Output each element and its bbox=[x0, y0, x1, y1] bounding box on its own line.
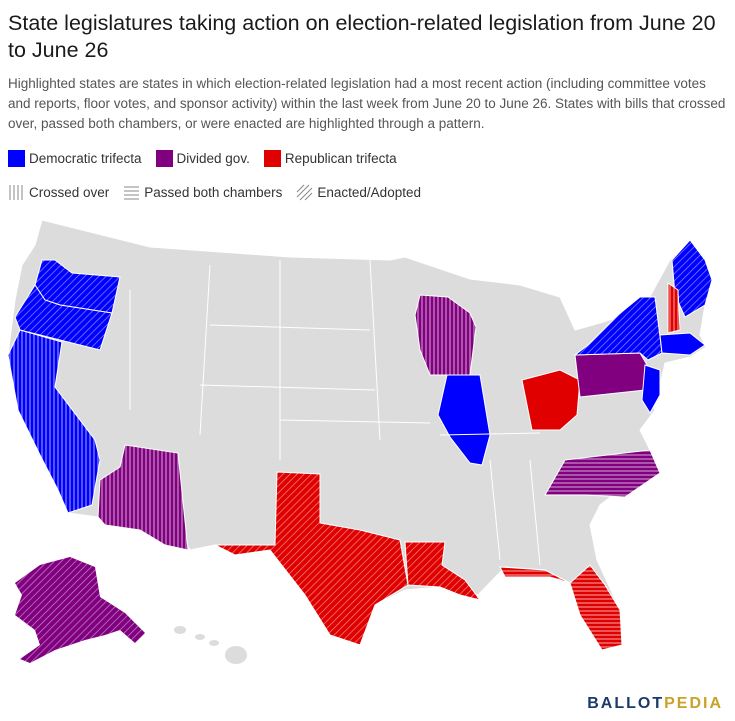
state-ak bbox=[15, 557, 145, 663]
legend-item-crossed-over: Crossed over bbox=[8, 184, 109, 201]
highlighted-states bbox=[7, 239, 713, 651]
legend-item-democratic: Democratic trifecta bbox=[8, 150, 142, 167]
state-tx bbox=[214, 471, 409, 646]
state-pattern bbox=[575, 297, 662, 360]
state-wi bbox=[414, 294, 477, 376]
state-pa bbox=[574, 352, 651, 398]
state-fill bbox=[574, 352, 651, 398]
legend-swatch-democratic bbox=[8, 150, 25, 167]
state-pattern bbox=[415, 295, 476, 375]
state-fl bbox=[499, 564, 623, 651]
legend-label: Republican trifecta bbox=[284, 151, 397, 166]
state-pattern bbox=[35, 260, 120, 313]
state-az bbox=[97, 444, 189, 551]
state-pattern bbox=[545, 450, 660, 497]
state-or bbox=[14, 284, 113, 351]
state-pattern bbox=[215, 472, 408, 645]
legend-label: Passed both chambers bbox=[144, 185, 283, 200]
state-oh bbox=[521, 369, 581, 431]
state-pattern bbox=[8, 330, 100, 513]
state-pattern bbox=[15, 285, 112, 350]
state-pattern bbox=[668, 283, 680, 333]
color-legend: Democratic trifecta Divided gov. Republi… bbox=[8, 150, 411, 167]
state-ma bbox=[659, 332, 706, 356]
legend-label: Democratic trifecta bbox=[29, 151, 142, 166]
state-fill bbox=[437, 374, 491, 466]
state-pattern bbox=[500, 565, 622, 650]
us-map bbox=[7, 219, 713, 664]
state-il bbox=[437, 374, 491, 466]
legend-item-divided: Divided gov. bbox=[155, 150, 250, 167]
map-subtitle: Highlighted states are states in which e… bbox=[8, 76, 726, 131]
legend-label: Crossed over bbox=[29, 185, 110, 200]
legend-item-passed-both: Passed both chambers bbox=[123, 184, 282, 201]
state-wa bbox=[34, 259, 121, 314]
horizontal-lines-icon bbox=[124, 186, 140, 200]
state-hi bbox=[174, 626, 247, 664]
state-fill bbox=[521, 369, 581, 431]
legend-item-enacted: Enacted/Adopted bbox=[296, 184, 421, 201]
state-nh bbox=[667, 282, 681, 334]
state-pattern bbox=[672, 240, 712, 317]
map-title: State legislatures taking action on elec… bbox=[8, 11, 716, 62]
legend-label: Enacted/Adopted bbox=[317, 185, 421, 200]
state-nj bbox=[641, 364, 661, 414]
state-fill bbox=[641, 364, 661, 414]
legend-swatch-republican bbox=[263, 150, 281, 167]
state-me bbox=[671, 239, 713, 318]
pattern-legend: Crossed over Passed both chambers Enacte… bbox=[8, 184, 435, 201]
state-fill bbox=[659, 332, 706, 356]
state-pattern bbox=[98, 445, 188, 550]
state-nc bbox=[544, 449, 661, 498]
state-pattern bbox=[405, 542, 480, 600]
state-la bbox=[404, 541, 482, 601]
ballotpedia-logo: BALLOTPEDIA bbox=[587, 695, 723, 712]
vertical-lines-icon bbox=[9, 185, 23, 200]
state-ca bbox=[7, 329, 101, 514]
legend-swatch-divided bbox=[155, 150, 173, 167]
diagonal-lines-icon bbox=[297, 184, 313, 201]
legend-label: Divided gov. bbox=[176, 151, 250, 166]
legend-item-republican: Republican trifecta bbox=[263, 150, 397, 167]
state-borders bbox=[129, 259, 541, 566]
